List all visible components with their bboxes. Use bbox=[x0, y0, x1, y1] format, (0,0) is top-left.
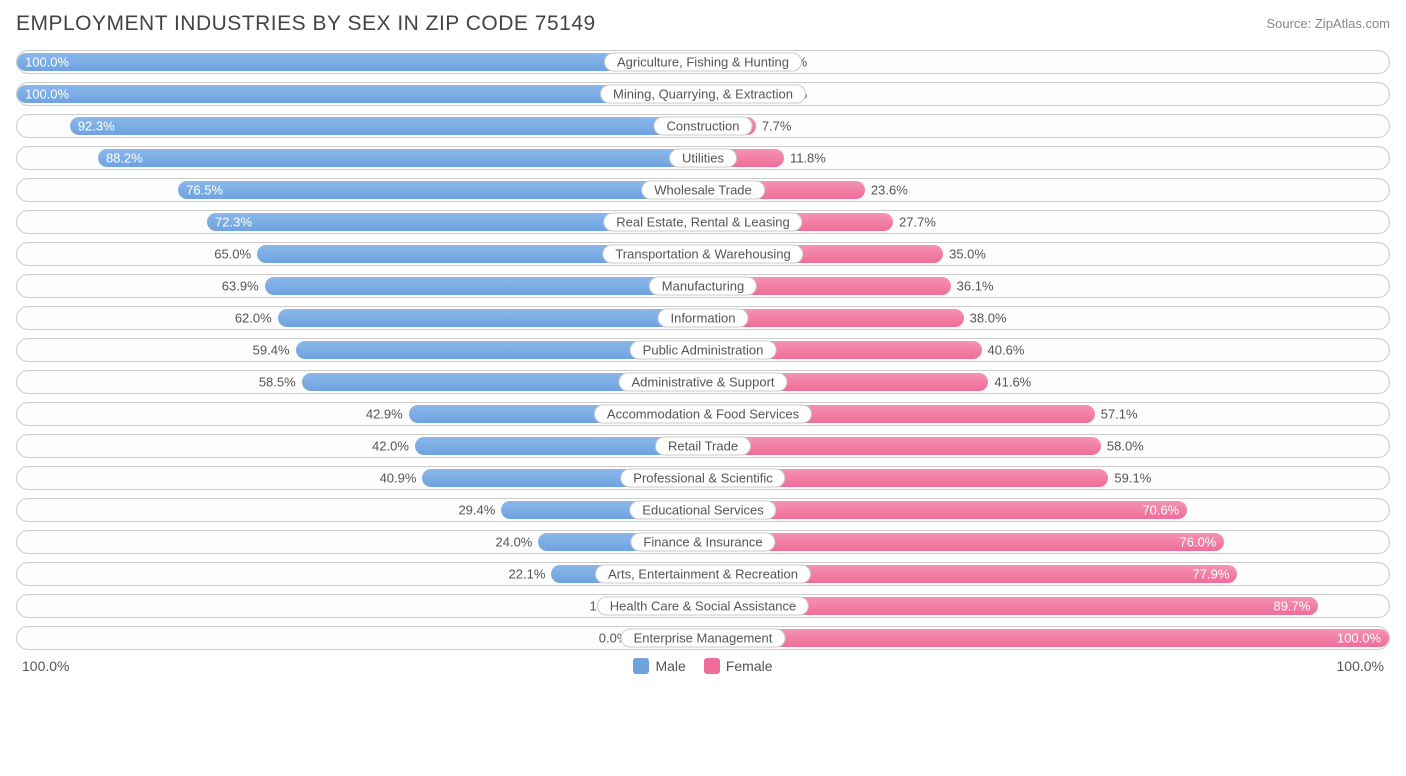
value-label-female: 76.0% bbox=[1180, 535, 1217, 550]
value-label-male: 42.9% bbox=[366, 407, 403, 422]
value-label-male: 40.9% bbox=[380, 471, 417, 486]
chart-row: 65.0% 35.0% Transportation & Warehousing bbox=[16, 242, 1390, 266]
bar-male bbox=[278, 309, 703, 327]
value-label-female: 57.1% bbox=[1101, 407, 1138, 422]
value-label-male: 29.4% bbox=[458, 503, 495, 518]
value-label-male: 22.1% bbox=[509, 567, 546, 582]
chart-row: 63.9% 36.1% Manufacturing bbox=[16, 274, 1390, 298]
category-label: Accommodation & Food Services bbox=[594, 405, 812, 424]
value-label-female: 100.0% bbox=[1337, 631, 1381, 646]
value-label-male: 65.0% bbox=[214, 247, 251, 262]
chart-footer: 100.0% Male Female 100.0% bbox=[16, 658, 1390, 674]
chart-row: 42.9% 57.1% Accommodation & Food Services bbox=[16, 402, 1390, 426]
axis-label-left: 100.0% bbox=[22, 658, 69, 674]
diverging-bar-chart: 100.0%0.0%Agriculture, Fishing & Hunting… bbox=[16, 50, 1390, 650]
value-label-male: 72.3% bbox=[215, 215, 252, 230]
value-label-male: 24.0% bbox=[496, 535, 533, 550]
category-label: Health Care & Social Assistance bbox=[597, 597, 809, 616]
swatch-male bbox=[633, 658, 649, 674]
category-label: Public Administration bbox=[630, 341, 777, 360]
category-label: Finance & Insurance bbox=[630, 533, 775, 552]
value-label-female: 70.6% bbox=[1142, 503, 1179, 518]
chart-row: 62.0% 38.0% Information bbox=[16, 306, 1390, 330]
category-label: Wholesale Trade bbox=[641, 181, 765, 200]
category-label: Manufacturing bbox=[649, 277, 757, 296]
value-label-male: 92.3% bbox=[78, 119, 115, 134]
value-label-male: 76.5% bbox=[186, 183, 223, 198]
category-label: Enterprise Management bbox=[621, 629, 786, 648]
value-label-female: 23.6% bbox=[871, 183, 908, 198]
axis-label-right: 100.0% bbox=[1337, 658, 1384, 674]
category-label: Utilities bbox=[669, 149, 737, 168]
chart-row: 59.4% 40.6% Public Administration bbox=[16, 338, 1390, 362]
legend-item-male: Male bbox=[633, 658, 685, 674]
chart-row: 76.5% 23.6% Wholesale Trade bbox=[16, 178, 1390, 202]
legend-label-female: Female bbox=[726, 658, 773, 674]
value-label-female: 11.8% bbox=[790, 151, 826, 166]
legend-label-male: Male bbox=[655, 658, 685, 674]
value-label-male: 42.0% bbox=[372, 439, 409, 454]
category-label: Construction bbox=[654, 117, 753, 136]
category-label: Arts, Entertainment & Recreation bbox=[595, 565, 811, 584]
value-label-female: 35.0% bbox=[949, 247, 986, 262]
value-label-female: 41.6% bbox=[994, 375, 1031, 390]
value-label-male: 62.0% bbox=[235, 311, 272, 326]
value-label-female: 27.7% bbox=[899, 215, 936, 230]
bar-male bbox=[178, 181, 703, 199]
value-label-male: 58.5% bbox=[259, 375, 296, 390]
chart-row: 88.2% 11.8% Utilities bbox=[16, 146, 1390, 170]
category-label: Transportation & Warehousing bbox=[602, 245, 803, 264]
bar-male bbox=[70, 117, 703, 135]
category-label: Professional & Scientific bbox=[620, 469, 785, 488]
swatch-female bbox=[704, 658, 720, 674]
bar-male bbox=[17, 53, 703, 71]
category-label: Real Estate, Rental & Leasing bbox=[603, 213, 802, 232]
value-label-male: 59.4% bbox=[253, 343, 290, 358]
value-label-male: 100.0% bbox=[25, 55, 69, 70]
chart-row: 100.0%0.0%Agriculture, Fishing & Hunting bbox=[16, 50, 1390, 74]
value-label-female: 59.1% bbox=[1114, 471, 1151, 486]
legend: Male Female bbox=[69, 658, 1336, 674]
category-label: Administrative & Support bbox=[618, 373, 787, 392]
chart-row: 29.4% 70.6% Educational Services bbox=[16, 498, 1390, 522]
category-label: Mining, Quarrying, & Extraction bbox=[600, 85, 806, 104]
bar-male bbox=[265, 277, 703, 295]
chart-row: 10.3%89.7%Health Care & Social Assistanc… bbox=[16, 594, 1390, 618]
chart-row: 72.3% 27.7% Real Estate, Rental & Leasing bbox=[16, 210, 1390, 234]
chart-title: EMPLOYMENT INDUSTRIES BY SEX IN ZIP CODE… bbox=[16, 12, 596, 36]
category-label: Information bbox=[657, 309, 748, 328]
chart-row: 100.0%0.0%Mining, Quarrying, & Extractio… bbox=[16, 82, 1390, 106]
category-label: Retail Trade bbox=[655, 437, 751, 456]
category-label: Educational Services bbox=[629, 501, 776, 520]
chart-row: 24.0% 76.0% Finance & Insurance bbox=[16, 530, 1390, 554]
chart-row: 42.0% 58.0% Retail Trade bbox=[16, 434, 1390, 458]
category-label: Agriculture, Fishing & Hunting bbox=[604, 53, 802, 72]
value-label-male: 100.0% bbox=[25, 87, 69, 102]
bar-male bbox=[98, 149, 703, 167]
bar-female bbox=[703, 629, 1389, 647]
value-label-male: 88.2% bbox=[106, 151, 143, 166]
chart-row: 0.0%100.0%Enterprise Management bbox=[16, 626, 1390, 650]
value-label-female: 36.1% bbox=[957, 279, 994, 294]
legend-item-female: Female bbox=[704, 658, 773, 674]
chart-source: Source: ZipAtlas.com bbox=[1266, 16, 1390, 31]
bar-female bbox=[703, 437, 1101, 455]
chart-header: EMPLOYMENT INDUSTRIES BY SEX IN ZIP CODE… bbox=[16, 12, 1390, 36]
chart-row: 22.1% 77.9% Arts, Entertainment & Recreati… bbox=[16, 562, 1390, 586]
value-label-female: 38.0% bbox=[970, 311, 1007, 326]
value-label-female: 40.6% bbox=[988, 343, 1025, 358]
bar-female bbox=[703, 533, 1224, 551]
chart-row: 40.9% 59.1% Professional & Scientific bbox=[16, 466, 1390, 490]
value-label-male: 63.9% bbox=[222, 279, 259, 294]
value-label-female: 89.7% bbox=[1273, 599, 1310, 614]
value-label-female: 58.0% bbox=[1107, 439, 1144, 454]
chart-row: 92.3% 7.7% Construction bbox=[16, 114, 1390, 138]
value-label-female: 77.9% bbox=[1193, 567, 1230, 582]
value-label-female: 7.7% bbox=[762, 119, 792, 134]
chart-row: 58.5% 41.6% Administrative & Support bbox=[16, 370, 1390, 394]
